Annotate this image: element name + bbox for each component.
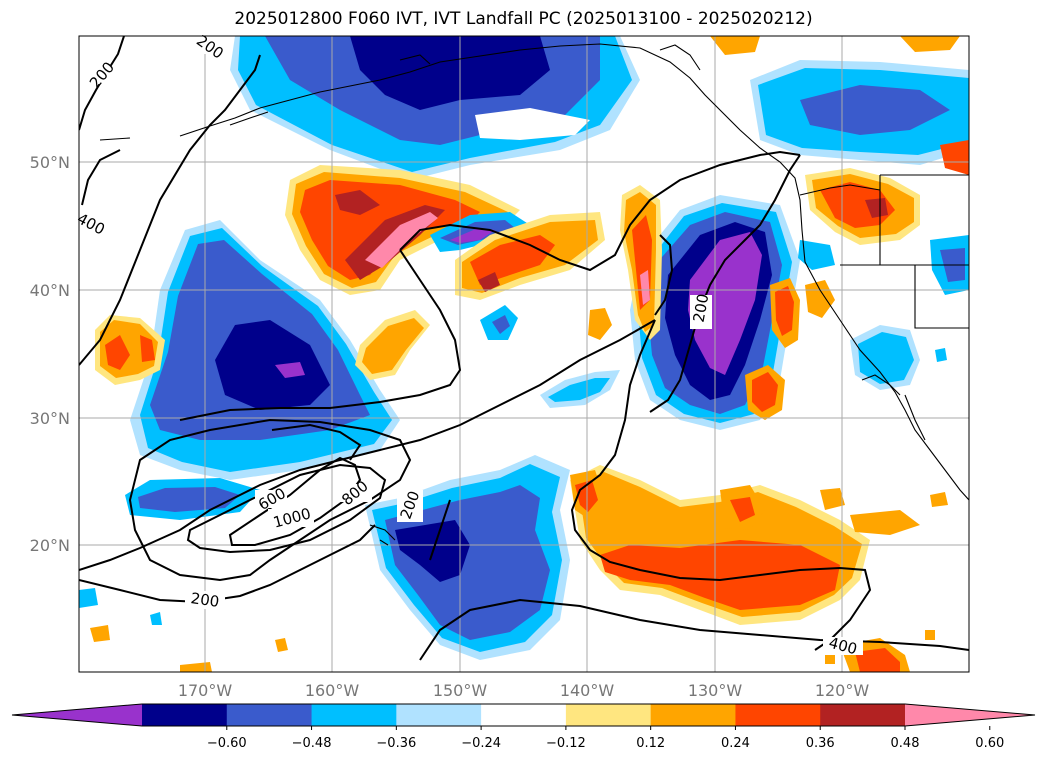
colorbar-tick-label: −0.24 bbox=[461, 736, 501, 751]
map-gridlines bbox=[79, 36, 969, 672]
lon-label-130w: 130°W bbox=[688, 681, 743, 700]
colorbar-extend-low bbox=[12, 704, 142, 726]
colorbar-tick-label: −0.36 bbox=[376, 736, 416, 751]
colorbar-tick-label: 0.36 bbox=[806, 736, 835, 751]
lat-label-50n: 50°N bbox=[30, 153, 70, 172]
lon-label-170w: 170°W bbox=[178, 681, 233, 700]
lon-label-140w: 140°W bbox=[560, 681, 615, 700]
lat-label-20n: 20°N bbox=[30, 536, 70, 555]
colorbar-swatch bbox=[396, 704, 482, 726]
lon-label-160w: 160°W bbox=[305, 681, 360, 700]
lat-labels: 50°N 40°N 30°N 20°N bbox=[30, 153, 70, 555]
colorbar-swatch bbox=[311, 704, 397, 726]
colorbar-extend-high bbox=[905, 704, 1035, 726]
colorbar-swatch bbox=[650, 704, 736, 726]
colorbar-swatch bbox=[565, 704, 652, 726]
colorbar-tick-label: 0.12 bbox=[636, 736, 665, 751]
lat-label-30n: 30°N bbox=[30, 409, 70, 428]
lon-label-150w: 150°W bbox=[433, 681, 488, 700]
colorbar-tick-label: 0.24 bbox=[721, 736, 750, 751]
colorbar-swatch bbox=[481, 704, 567, 726]
lon-labels: 170°W 160°W 150°W 140°W 130°W 120°W bbox=[178, 681, 870, 700]
colorbar-tick-label: −0.12 bbox=[546, 736, 586, 751]
map-title: 2025012800 F060 IVT, IVT Landfall PC (20… bbox=[234, 9, 813, 29]
ivt-pc-shading bbox=[79, 36, 969, 672]
colorbar-swatch bbox=[142, 704, 228, 726]
colorbar-tick-label: −0.48 bbox=[292, 736, 332, 751]
lon-label-120w: 120°W bbox=[815, 681, 870, 700]
contour-label: 200 bbox=[690, 292, 713, 323]
lat-label-40n: 40°N bbox=[30, 281, 70, 300]
colorbar-tick-label: 0.60 bbox=[975, 736, 1004, 751]
contour-labels: 200 200 400 600 800 1000 200 200 200 400 bbox=[74, 31, 863, 658]
colorbar-swatch bbox=[735, 704, 821, 726]
colorbar-swatch bbox=[226, 704, 313, 726]
ivt-contours bbox=[79, 36, 969, 661]
colorbar-outline bbox=[11, 703, 1036, 727]
contour-label: 200 bbox=[190, 589, 221, 611]
colorbar-tick-label: 0.48 bbox=[891, 736, 920, 751]
colorbar: −0.60 −0.48 −0.36 −0.24 −0.12 0.12 0.24 0.36 0.4… bbox=[11, 703, 1036, 751]
coastlines bbox=[99, 43, 969, 546]
colorbar-tick-label: −0.60 bbox=[207, 736, 247, 751]
map-frame bbox=[78, 35, 970, 673]
colorbar-swatch bbox=[820, 704, 906, 726]
